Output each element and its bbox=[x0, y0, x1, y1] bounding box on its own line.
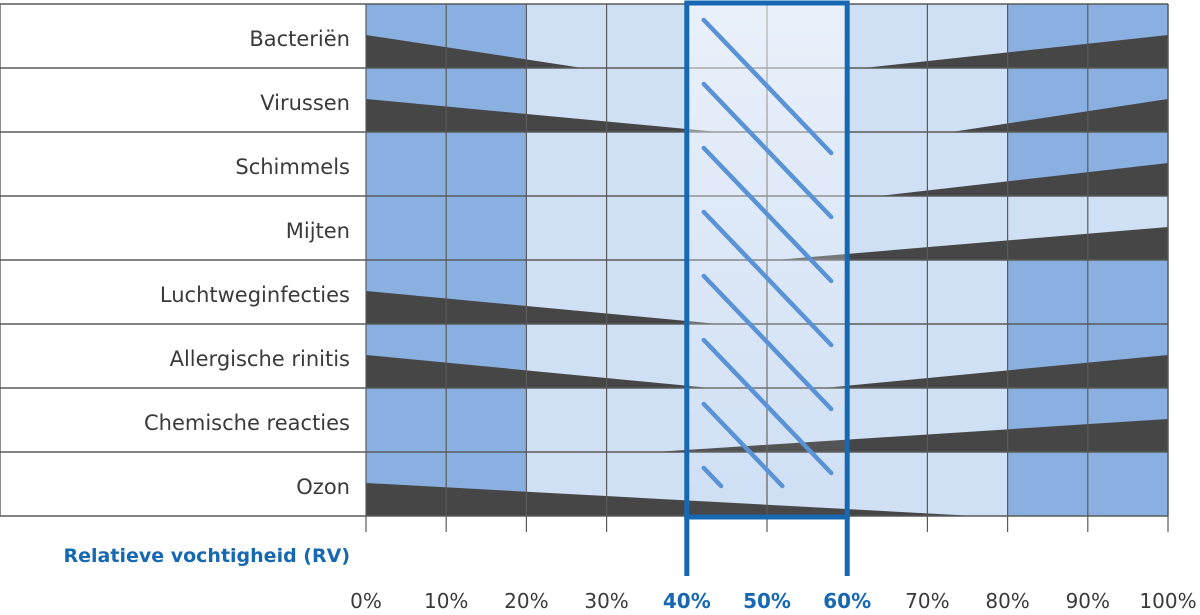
row-label: Chemische reacties bbox=[144, 411, 350, 435]
highlight-fill bbox=[686, 4, 848, 516]
x-tick-label: 80% bbox=[985, 589, 1029, 613]
risk-wedge-left bbox=[366, 99, 719, 132]
x-tick-label: 100% bbox=[1139, 589, 1196, 613]
row-label: Ozon bbox=[296, 475, 350, 499]
hatch-line bbox=[701, 145, 834, 284]
hatch-line bbox=[701, 401, 785, 489]
row-label: Bacteriën bbox=[249, 27, 350, 51]
optimal-range-highlight bbox=[684, 0, 850, 576]
hatch-line bbox=[701, 209, 834, 348]
row-label: Mijten bbox=[286, 219, 350, 243]
x-tick-label: 70% bbox=[905, 589, 949, 613]
highlight-frame bbox=[684, 0, 850, 520]
x-axis-title: Relatieve vochtigheid (RV) bbox=[64, 545, 350, 567]
risk-wedge-right bbox=[951, 99, 1168, 132]
risk-wedge-right bbox=[775, 227, 1168, 260]
row-label: Virussen bbox=[260, 91, 350, 115]
x-tick-label: 60% bbox=[823, 589, 871, 613]
hatch-line bbox=[701, 273, 834, 412]
risk-wedge-left bbox=[366, 355, 711, 388]
risk-wedge-left bbox=[366, 291, 719, 324]
hatch-line bbox=[701, 465, 724, 489]
hatch-line bbox=[701, 17, 834, 156]
x-tick-label: 0% bbox=[350, 589, 382, 613]
x-axis-ticks: 0% 10% 20% 30% 40% 50% 60% 70% 80% 90% 100% bbox=[350, 589, 1196, 613]
risk-wedge-right bbox=[879, 163, 1168, 196]
row-label: Luchtweginfecties bbox=[160, 283, 350, 307]
x-tick-label: 50% bbox=[743, 589, 791, 613]
risk-wedge-right bbox=[823, 355, 1168, 388]
x-tick-label: 40% bbox=[663, 589, 711, 613]
row-label: Allergische rinitis bbox=[170, 347, 350, 371]
hatch-line bbox=[701, 337, 834, 476]
row-label: Schimmels bbox=[235, 155, 350, 179]
x-tick-label: 90% bbox=[1066, 589, 1110, 613]
x-tick-label: 10% bbox=[424, 589, 468, 613]
x-tick-label: 30% bbox=[584, 589, 628, 613]
risk-wedge-right bbox=[863, 35, 1168, 68]
hatch-line bbox=[701, 81, 834, 220]
x-tick-label: 20% bbox=[504, 589, 548, 613]
row-labels: Bacteriën Virussen Schimmels Mijten Luchtweg… bbox=[144, 27, 350, 499]
risk-wedge-left bbox=[366, 35, 583, 68]
